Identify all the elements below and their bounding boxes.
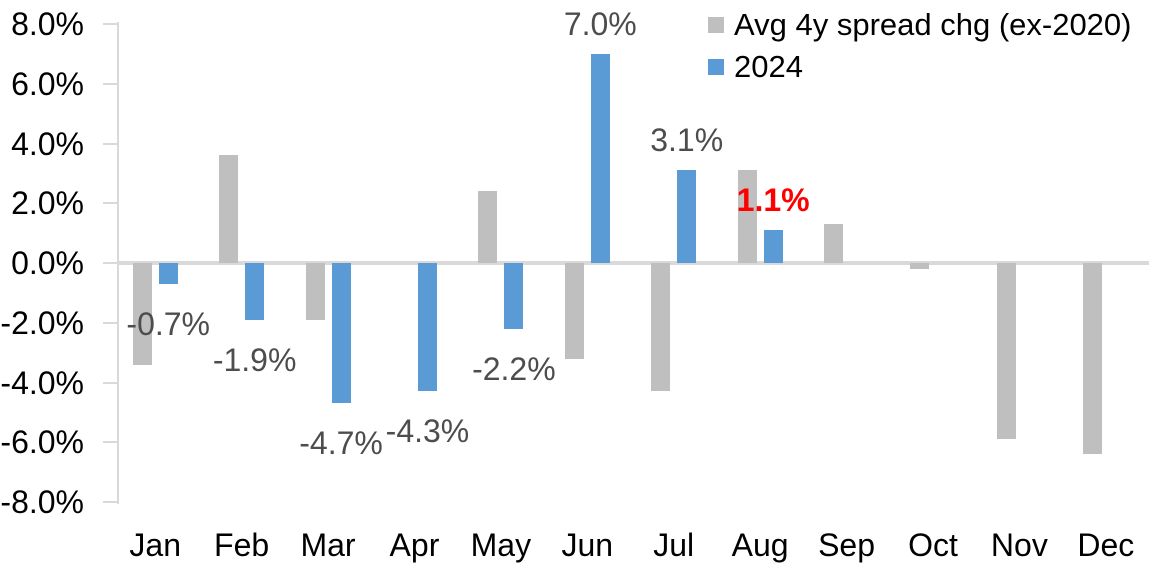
bar-avg-oct	[910, 263, 930, 269]
data-label-mar: -4.7%	[299, 425, 383, 462]
data-label-may: -2.2%	[472, 350, 556, 387]
x-axis-label-aug: Aug	[731, 527, 789, 563]
y-axis-tick-mark	[103, 202, 117, 205]
bar-2024-mar	[331, 263, 351, 404]
bar-avg-may	[478, 191, 498, 263]
y-axis-tick-mark	[103, 321, 117, 324]
y-axis-tick-label: 2.0%	[11, 185, 84, 222]
bar-avg-nov	[996, 263, 1016, 440]
legend-item-avg-4y-spread: Avg 4y spread chg (ex-2020)	[708, 4, 1132, 46]
x-axis-label-jul: Jul	[653, 527, 695, 563]
x-axis-label-dec: Dec	[1077, 527, 1135, 563]
bar-2024-jun	[590, 53, 610, 263]
legend-swatch-blue-icon	[708, 59, 724, 75]
y-axis-tick-mark	[103, 23, 117, 25]
x-axis-label-feb: Feb	[214, 527, 270, 563]
data-label-jun: 7.0%	[563, 5, 637, 42]
y-axis-tick-mark	[103, 82, 117, 85]
bar-avg-aug	[737, 170, 757, 263]
x-axis-label-mar: Mar	[300, 527, 356, 563]
data-label-apr: -4.3%	[385, 413, 470, 450]
y-axis-tick-label: 0.0%	[11, 245, 84, 281]
legend-label-2024: 2024	[734, 49, 803, 84]
bar-avg-sep	[824, 224, 844, 263]
bar-2024-apr	[417, 263, 437, 392]
legend-item-2024: 2024	[708, 46, 1132, 88]
bar-2024-may	[504, 263, 524, 329]
y-axis-tick-label: 4.0%	[11, 125, 84, 162]
y-axis-tick-label: -6.0%	[0, 424, 84, 461]
bar-avg-mar	[305, 263, 325, 320]
y-axis-tick-mark	[103, 501, 117, 503]
x-axis-label-jan: Jan	[129, 527, 181, 563]
y-axis-tick-label: -2.0%	[0, 304, 84, 341]
zero-axis-line	[117, 261, 1149, 265]
bar-avg-jul	[651, 263, 671, 392]
y-axis-tick-mark	[103, 441, 117, 444]
legend: Avg 4y spread chg (ex-2020) 2024	[708, 4, 1132, 88]
data-label-jul: 3.1%	[650, 122, 724, 159]
data-label-jan: -0.7%	[126, 305, 210, 342]
bar-avg-dec	[1083, 263, 1103, 455]
bar-2024-feb	[245, 263, 265, 320]
bar-avg-feb	[219, 155, 239, 263]
y-axis-tick-mark	[103, 262, 117, 264]
y-axis-tick-mark	[103, 381, 117, 384]
data-label-feb: -1.9%	[212, 341, 297, 378]
y-axis-tick-label: -4.0%	[0, 364, 84, 401]
data-label-aug: 1.1%	[736, 182, 810, 219]
x-axis-label-sep: Sep	[818, 527, 875, 563]
x-axis-label-oct: Oct	[908, 527, 958, 563]
x-axis-label-jun: Jun	[561, 527, 614, 563]
bar-avg-jun	[564, 263, 584, 359]
x-axis-label-may: May	[470, 527, 532, 563]
y-axis-tick-mark	[103, 142, 117, 145]
legend-swatch-gray-icon	[708, 17, 724, 33]
x-axis-label-apr: Apr	[389, 527, 440, 563]
legend-label-avg-4y-spread: Avg 4y spread chg (ex-2020)	[734, 7, 1132, 42]
bar-2024-aug	[763, 230, 783, 263]
bar-avg-jan	[132, 263, 152, 365]
bar-2024-jul	[677, 170, 697, 263]
bar-2024-jan	[158, 263, 178, 284]
y-axis-tick-label: -8.0%	[0, 484, 84, 520]
y-axis-tick-label: 8.0%	[11, 6, 84, 42]
y-axis-tick-label: 6.0%	[11, 65, 84, 102]
x-axis-label-nov: Nov	[990, 527, 1048, 563]
